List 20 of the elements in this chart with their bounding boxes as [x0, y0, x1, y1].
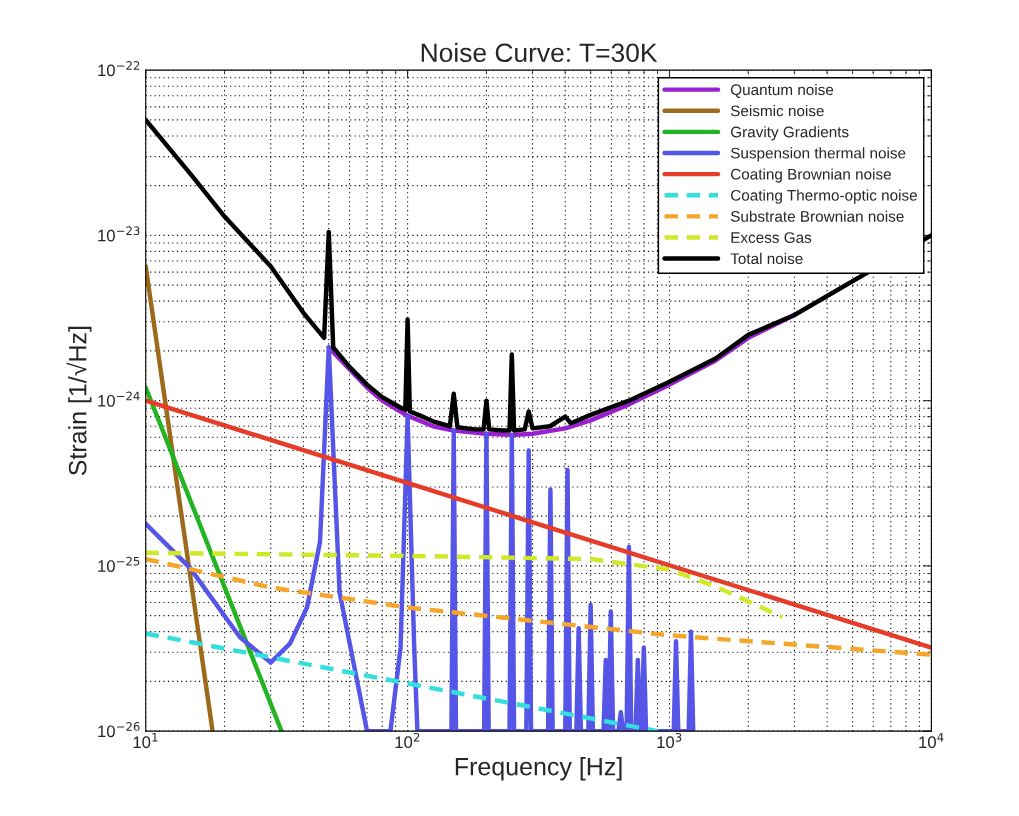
legend-label: Excess Gas: [731, 232, 812, 243]
legend-label: Quantum noise: [730, 83, 834, 98]
legend-label: Seismic noise: [730, 105, 824, 117]
chart-title: Noise Curve: T=30K: [421, 42, 658, 63]
legend-label: Gravity Gradients: [731, 126, 849, 141]
legend-label: Coating Thermo-optic noise: [731, 189, 917, 204]
legend-label: Suspension thermal noise: [730, 147, 906, 162]
x-tick-label: 10$^{2}$: [395, 732, 420, 749]
y-tick-label: 10$^{−25}$: [98, 556, 140, 572]
y-tick-label: 10$^{−23}$: [98, 226, 140, 242]
x-tick-label: 10$^{3}$: [657, 732, 682, 749]
legend-label: Coating Brownian noise: [731, 168, 891, 183]
x-tick-label: 10$^{1}$: [133, 733, 158, 749]
y-axis-title: Strain [1/√Hz]: [66, 326, 92, 476]
y-tick-label: 10$^{−24}$: [98, 391, 140, 407]
y-tick-label: 10$^{−22}$: [98, 61, 140, 77]
legend-label: Total noise: [730, 252, 803, 265]
x-tick-label: 10$^{4}$: [919, 733, 944, 749]
legend-label: Substrate Brownian noise: [730, 210, 904, 222]
x-axis-title: Frequency [Hz]: [455, 757, 622, 781]
